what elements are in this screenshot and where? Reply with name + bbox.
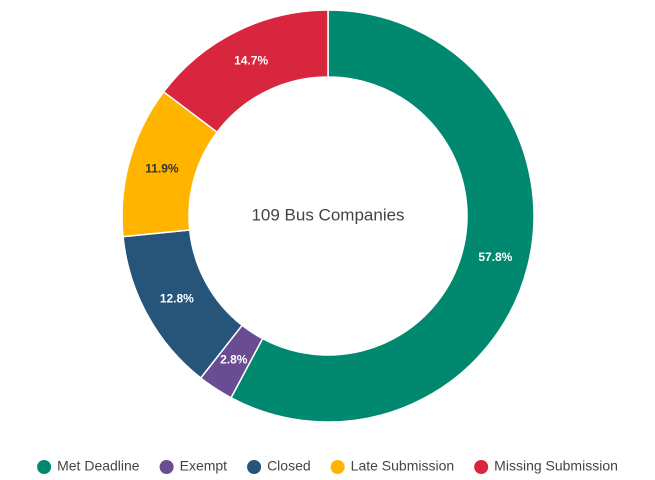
legend-marker (474, 460, 489, 474)
legend-label: Missing Submission (494, 458, 618, 474)
value-label: 12.8% (160, 291, 194, 305)
legend-marker (159, 460, 174, 474)
legend-marker (330, 460, 345, 474)
legend-marker (247, 460, 262, 474)
legend-marker (37, 460, 52, 474)
value-label: 14.7% (234, 54, 268, 68)
legend-label: Exempt (180, 458, 228, 474)
value-label: 2.8% (220, 353, 248, 367)
value-label: 11.9% (145, 162, 179, 176)
donut-slice (162, 9, 329, 134)
legend-label: Closed (267, 458, 311, 474)
donut-slice (230, 9, 535, 423)
legend: Met Deadline Exempt Closed Late Submission M… (37, 458, 618, 474)
center-label: 109 Bus Companies (251, 205, 404, 224)
value-label: 57.8% (478, 250, 512, 264)
legend-label: Met Deadline (57, 458, 140, 474)
legend-label: Late Submission (351, 458, 455, 474)
